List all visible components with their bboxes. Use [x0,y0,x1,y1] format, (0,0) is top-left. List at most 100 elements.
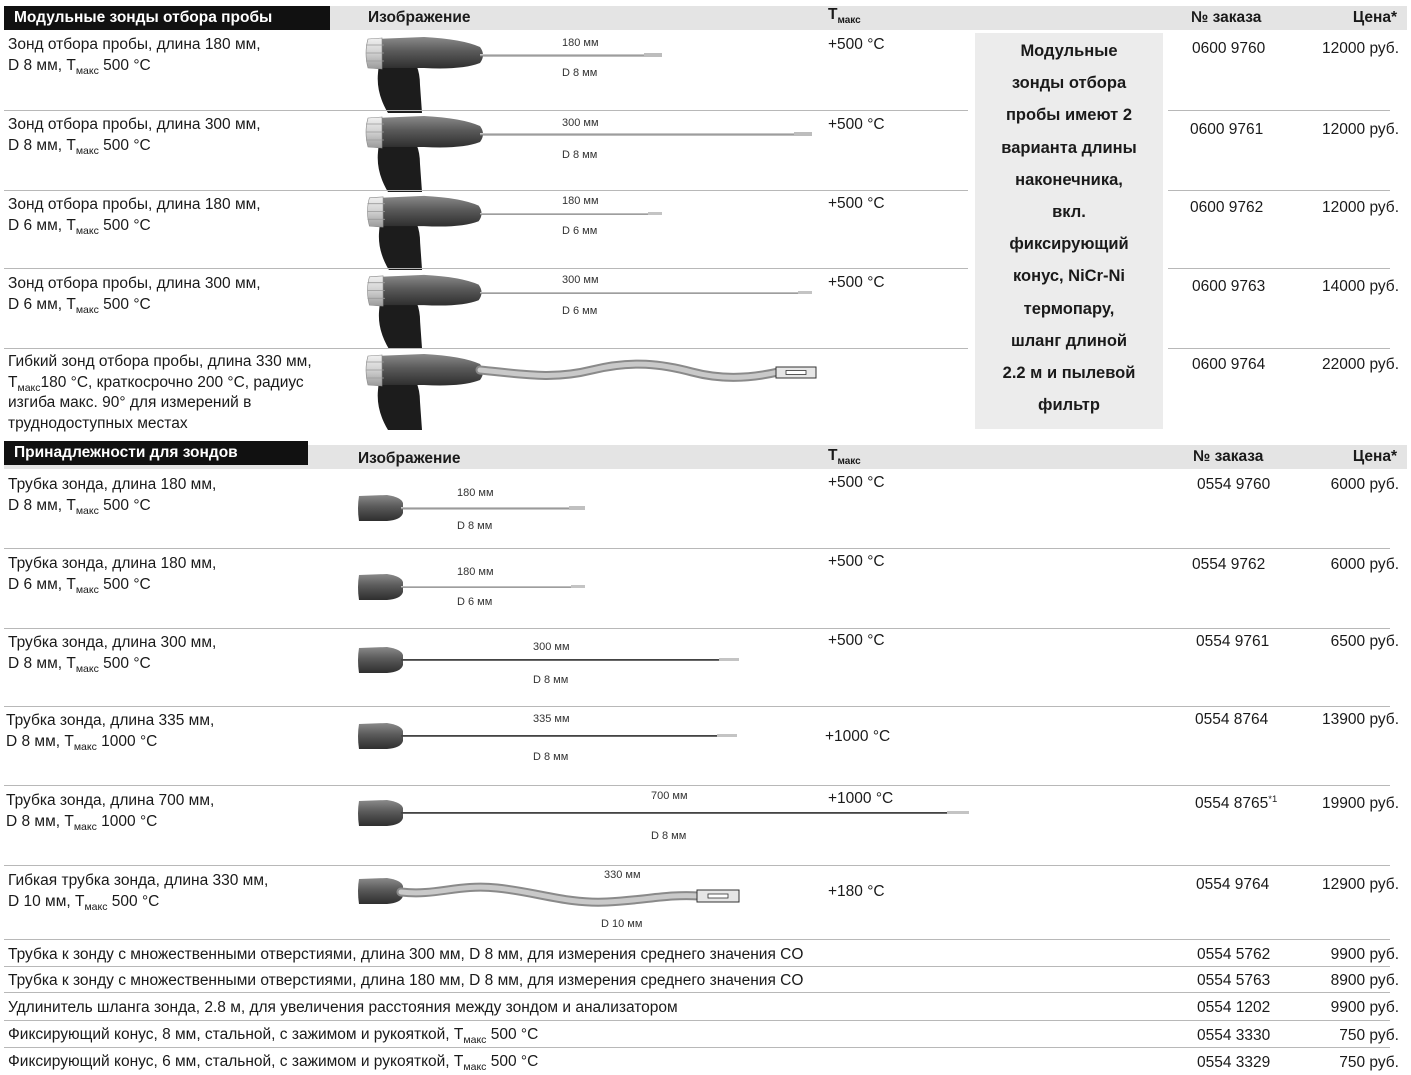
probe-row-1-diameter-label: D 8 мм [562,67,598,79]
tube-row-1-image [358,495,585,521]
probe-row-2-length-label: 300 мм [562,117,599,129]
row-separator [4,628,1390,629]
flex-probe-price: 22000 руб. [1322,356,1399,373]
line-row-5-order: 0554 3329 [1197,1054,1271,1071]
probe-row-3-diameter-label: D 6 мм [562,225,598,237]
tube-row-1-price: 6000 руб. [1330,476,1399,493]
row-separator [4,785,1390,786]
tube-row-1-order: 0554 9760 [1197,476,1271,493]
tube-row-3-tmax: +500 °C [828,632,885,649]
probe-row-2-description: Зонд отбора пробы, длина 300 мм, D 8 мм,… [8,116,261,158]
probe-row-4-tmax: +500 °C [828,274,885,291]
section2-title: Принадлежности для зондов [4,441,308,465]
probe-row-2-tmax: +500 °C [828,116,885,133]
tube-row-3-description: Трубка зонда, длина 300 мм, D 8 мм, Tмак… [8,634,217,676]
tube-row-6-image [358,878,740,907]
row-separator [4,865,1390,866]
tube-row-4-image [358,723,737,749]
tube-row-1-tmax: +500 °C [828,474,885,491]
probe-row-4-description: Зонд отбора пробы, длина 300 мм, D 6 мм,… [8,275,261,317]
probe-row-2-order: 0600 9761 [1190,121,1264,138]
tube-row-6-order: 0554 9764 [1196,876,1270,893]
tube-row-3-diameter-label: D 8 мм [533,674,569,686]
tube-row-6-length-label: 330 мм [604,869,641,881]
line-row-2-price: 8900 руб. [1330,972,1399,989]
section2-col-price: Цена* [1352,448,1397,465]
section1-col-order: № заказа [1191,9,1262,26]
row-separator [1168,268,1390,269]
tube-row-3-order: 0554 9761 [1196,633,1270,650]
line-row-4-description: Фиксирующий конус, 8 мм, стальной, с заж… [8,1026,539,1047]
tube-row-2-length-label: 180 мм [457,566,494,578]
line-row-1-price: 9900 руб. [1330,946,1399,963]
tube-row-5-image [358,800,969,826]
section2-col-image: Изображение [358,450,461,467]
probe-row-3-image [367,195,662,271]
probe-row-4-length-label: 300 мм [562,274,599,286]
section1-col-price: Цена* [1352,9,1397,26]
probe-row-4-diameter-label: D 6 мм [562,305,598,317]
tube-row-6-description: Гибкая трубка зонда, длина 330 мм, D 10 … [8,872,269,914]
probe-row-3-order: 0600 9762 [1190,199,1264,216]
tube-row-3-price: 6500 руб. [1330,633,1399,650]
probe-row-3-price: 12000 руб. [1322,199,1399,216]
row-separator [4,548,1390,549]
probe-row-4-order: 0600 9763 [1192,278,1266,295]
flex-probe-order: 0600 9764 [1192,356,1266,373]
tube-row-5-price: 19900 руб. [1322,795,1399,812]
tube-row-2-tmax: +500 °C [828,553,885,570]
tube-row-2-description: Трубка зонда, длина 180 мм, D 6 мм, Tмак… [8,555,217,597]
flex-probe-description: Гибкий зонд отбора пробы, длина 330 мм, … [8,353,312,432]
probe-row-2-price: 12000 руб. [1322,121,1399,138]
probe-row-3-tmax: +500 °C [828,195,885,212]
modular-probes-note: Модульные зонды отбора пробы имеют 2 вар… [975,33,1163,429]
tube-row-5-description: Трубка зонда, длина 700 мм, D 8 мм, Tмак… [6,792,215,834]
probe-row-3-description: Зонд отбора пробы, длина 180 мм, D 6 мм,… [8,196,261,238]
row-separator [1168,348,1390,349]
row-separator [4,190,968,191]
line-row-2-description: Трубка к зонду с множественными отверсти… [8,972,804,989]
probe-row-2-image [365,115,812,193]
line-row-3-description: Удлинитель шланга зонда, 2.8 м, для увел… [8,999,678,1016]
row-separator [4,966,1390,967]
row-separator [1168,190,1390,191]
section2-col-order: № заказа [1193,448,1264,465]
row-separator [4,939,1390,940]
row-separator [4,1047,1390,1048]
tube-row-2-price: 6000 руб. [1330,556,1399,573]
tube-row-6-tmax: +180 °C [828,883,885,900]
probe-row-4-image [367,274,812,350]
tube-row-3-image [358,647,739,673]
tube-row-5-length-label: 700 мм [651,790,688,802]
flex-probe-image [365,353,817,431]
line-row-4-price: 750 руб. [1339,1027,1399,1044]
probe-row-1-tmax: +500 °C [828,36,885,53]
tube-row-4-tmax: +1000 °C [825,728,891,745]
line-row-2-order: 0554 5763 [1197,972,1271,989]
tube-row-5-diameter-label: D 8 мм [651,830,687,842]
probe-row-1-price: 12000 руб. [1322,40,1399,57]
tube-row-6-price: 12900 руб. [1322,876,1399,893]
probe-row-3-length-label: 180 мм [562,195,599,207]
tube-row-1-description: Трубка зонда, длина 180 мм, D 8 мм, Tмак… [8,476,217,518]
tube-row-1-length-label: 180 мм [457,487,494,499]
tube-row-4-order: 0554 8764 [1195,711,1269,728]
tube-row-5-order: 0554 8765*1 [1195,793,1278,812]
section2-col-tmax: Tмакс [828,447,861,468]
row-separator [4,110,968,111]
row-separator [1168,110,1390,111]
row-separator [4,992,1390,993]
line-row-1-order: 0554 5762 [1197,946,1271,963]
tube-row-4-diameter-label: D 8 мм [533,751,569,763]
probe-row-1-image [365,36,662,114]
probe-row-1-order: 0600 9760 [1192,40,1266,57]
row-separator [4,706,1390,707]
line-row-5-price: 750 руб. [1339,1054,1399,1071]
section1-title: Модульные зонды отбора пробы [4,6,330,30]
tube-row-4-price: 13900 руб. [1322,711,1399,728]
row-separator [4,268,968,269]
line-row-5-description: Фиксирующий конус, 6 мм, стальной, с заж… [8,1053,539,1074]
probe-row-4-price: 14000 руб. [1322,278,1399,295]
tube-row-3-length-label: 300 мм [533,641,570,653]
probe-row-2-diameter-label: D 8 мм [562,149,598,161]
